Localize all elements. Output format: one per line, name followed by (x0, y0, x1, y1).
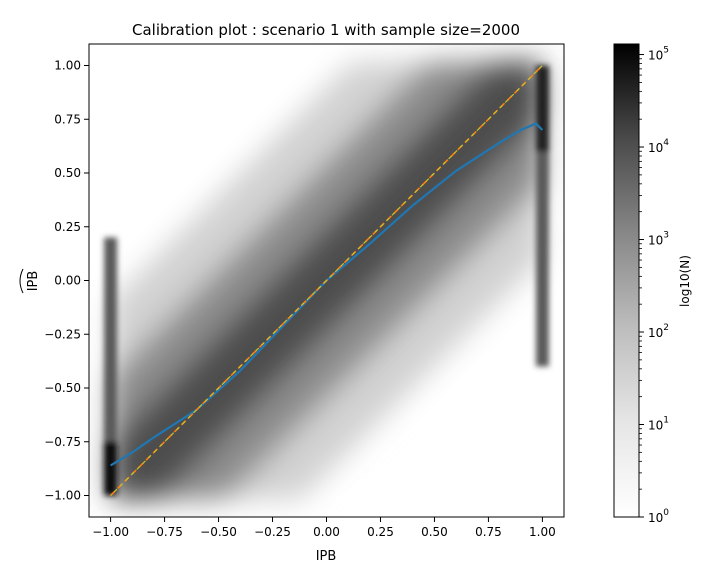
x-tick-label: −0.50 (200, 525, 237, 539)
series-layer (110, 64, 544, 497)
colorbar-tick-exponent: 2 (663, 323, 669, 333)
y-tick-label: 0.50 (54, 166, 81, 180)
colorbar-tick-exponent: 4 (663, 138, 669, 148)
colorbar-tick-label: 104 (648, 138, 669, 155)
colorbar-tick-exponent: 0 (663, 508, 669, 518)
x-tick-label: 0.50 (421, 525, 448, 539)
y-tick-label: 0.75 (54, 112, 81, 126)
y-tick-label: −0.25 (44, 327, 81, 341)
colorbar-tick-exponent: 5 (663, 46, 669, 56)
colorbar-tick-label: 102 (648, 323, 669, 340)
x-tick-label: −0.25 (254, 525, 291, 539)
colorbar-tick-exponent: 1 (663, 416, 669, 426)
x-tick-label: −0.75 (146, 525, 183, 539)
identity-line-yellow (110, 65, 543, 496)
chart-title: Calibration plot : scenario 1 with sampl… (132, 21, 520, 39)
density-left-edge (104, 237, 118, 496)
density-corner-bottom-left (104, 441, 118, 496)
y-tick-label: 0.25 (54, 220, 81, 234)
x-tick-label: 0.25 (367, 525, 394, 539)
x-axis-ticks: −1.00 −0.75 −0.50 −0.25 0.00 0.25 0.50 0.75 1.00 (92, 517, 556, 539)
x-tick-label: 1.00 (529, 525, 556, 539)
colorbar-tick-label: 103 (648, 231, 669, 248)
colorbar-tick-label: 101 (648, 416, 669, 433)
y-tick-label: 1.00 (54, 59, 81, 73)
x-tick-label: 0.00 (313, 525, 340, 539)
calibration-curve (110, 122, 544, 467)
colorbar-tick-exponent: 3 (663, 231, 669, 241)
colorbar-tick-label: 105 (648, 46, 669, 63)
y-tick-label: 0.00 (54, 274, 81, 288)
colorbar-tick-label: 100 (648, 508, 669, 525)
x-axis-label: IPB (316, 549, 337, 564)
y-axis-label-group: IPB (19, 268, 41, 294)
colorbar-label-group: log10(N) (678, 255, 692, 307)
y-axis-label-hat (19, 268, 24, 294)
y-tick-label: −0.50 (44, 381, 81, 395)
y-axis-label: IPB (26, 271, 41, 292)
y-tick-label: −0.75 (44, 435, 81, 449)
y-tick-label: −1.00 (44, 489, 81, 503)
x-tick-label: 0.75 (475, 525, 502, 539)
colorbar-fill (613, 43, 640, 518)
y-axis-ticks: 1.00 0.75 0.50 0.25 0.00 −0.25 −0.50 −0.75 −1.00 (44, 59, 89, 503)
x-tick-label: −1.00 (92, 525, 129, 539)
colorbar-label: log10(N) (678, 255, 692, 307)
density-corner-top-right (535, 65, 549, 152)
